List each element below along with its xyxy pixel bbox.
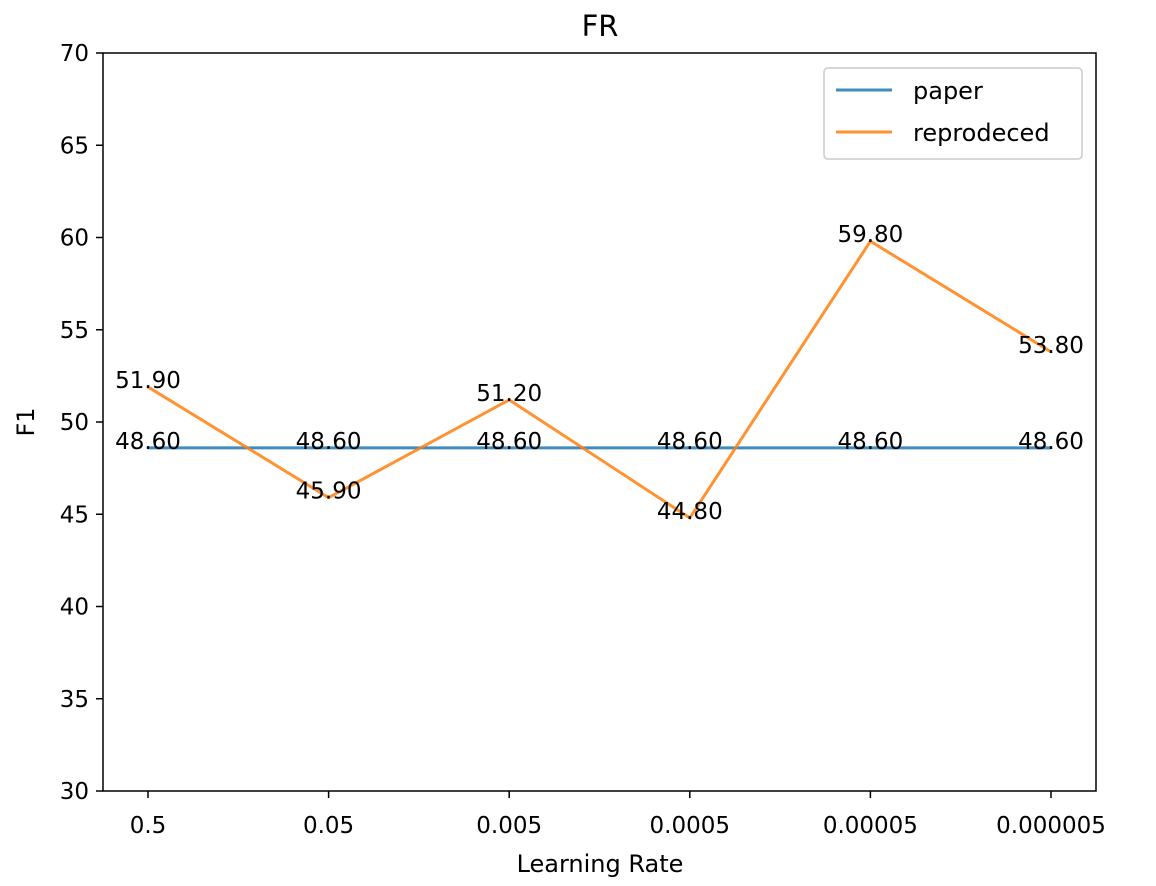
plot-area: 30 35 40 45 50 55 60 65 70 0.5 0.05 0.005 0.0005 0.00… (60, 41, 1106, 839)
y-axis-label: F1 (12, 407, 40, 436)
x-tick-label: 0.005 (476, 813, 542, 839)
data-label-paper: 48.60 (837, 429, 903, 455)
data-label-paper: 48.60 (296, 429, 362, 455)
data-label-paper: 48.60 (115, 429, 181, 455)
y-tick-label: 70 (60, 41, 89, 67)
x-tick-label: 0.5 (130, 813, 167, 839)
series-line-reprodeced (147, 239, 1052, 521)
data-label-paper: 48.60 (1018, 429, 1084, 455)
y-tick-label: 65 (60, 133, 89, 159)
x-tick-label: 0.0005 (650, 813, 730, 839)
plot-frame (102, 52, 1097, 792)
chart-title: FR (582, 9, 619, 43)
data-label-reprodeced: 51.20 (476, 381, 542, 407)
data-label-reprodeced: 53.80 (1018, 333, 1084, 359)
y-tick-label: 60 (60, 226, 89, 252)
data-label-reprodeced: 45.90 (296, 479, 362, 505)
x-tick-label: 0.05 (303, 813, 354, 839)
legend-label-paper: paper (913, 77, 983, 105)
data-label-reprodeced: 51.90 (115, 368, 181, 394)
x-axis-label: Learning Rate (517, 850, 684, 878)
y-tick-label: 50 (60, 410, 89, 436)
data-label-reprodeced: 59.80 (837, 222, 903, 248)
data-label-reprodeced: 44.80 (657, 499, 723, 525)
legend-label-reprodeced: reprodeced (913, 119, 1050, 147)
x-tick-label: 0.000005 (996, 813, 1106, 839)
data-label-paper: 48.60 (657, 429, 723, 455)
y-tick-label: 35 (60, 687, 89, 713)
y-tick-label: 30 (60, 779, 89, 805)
x-tick-label: 0.00005 (823, 813, 918, 839)
y-tick-label: 40 (60, 595, 89, 621)
legend: paper reprodeced (823, 67, 1083, 160)
y-tick-label: 55 (60, 318, 89, 344)
y-tick-label: 45 (60, 502, 89, 528)
data-label-paper: 48.60 (476, 429, 542, 455)
